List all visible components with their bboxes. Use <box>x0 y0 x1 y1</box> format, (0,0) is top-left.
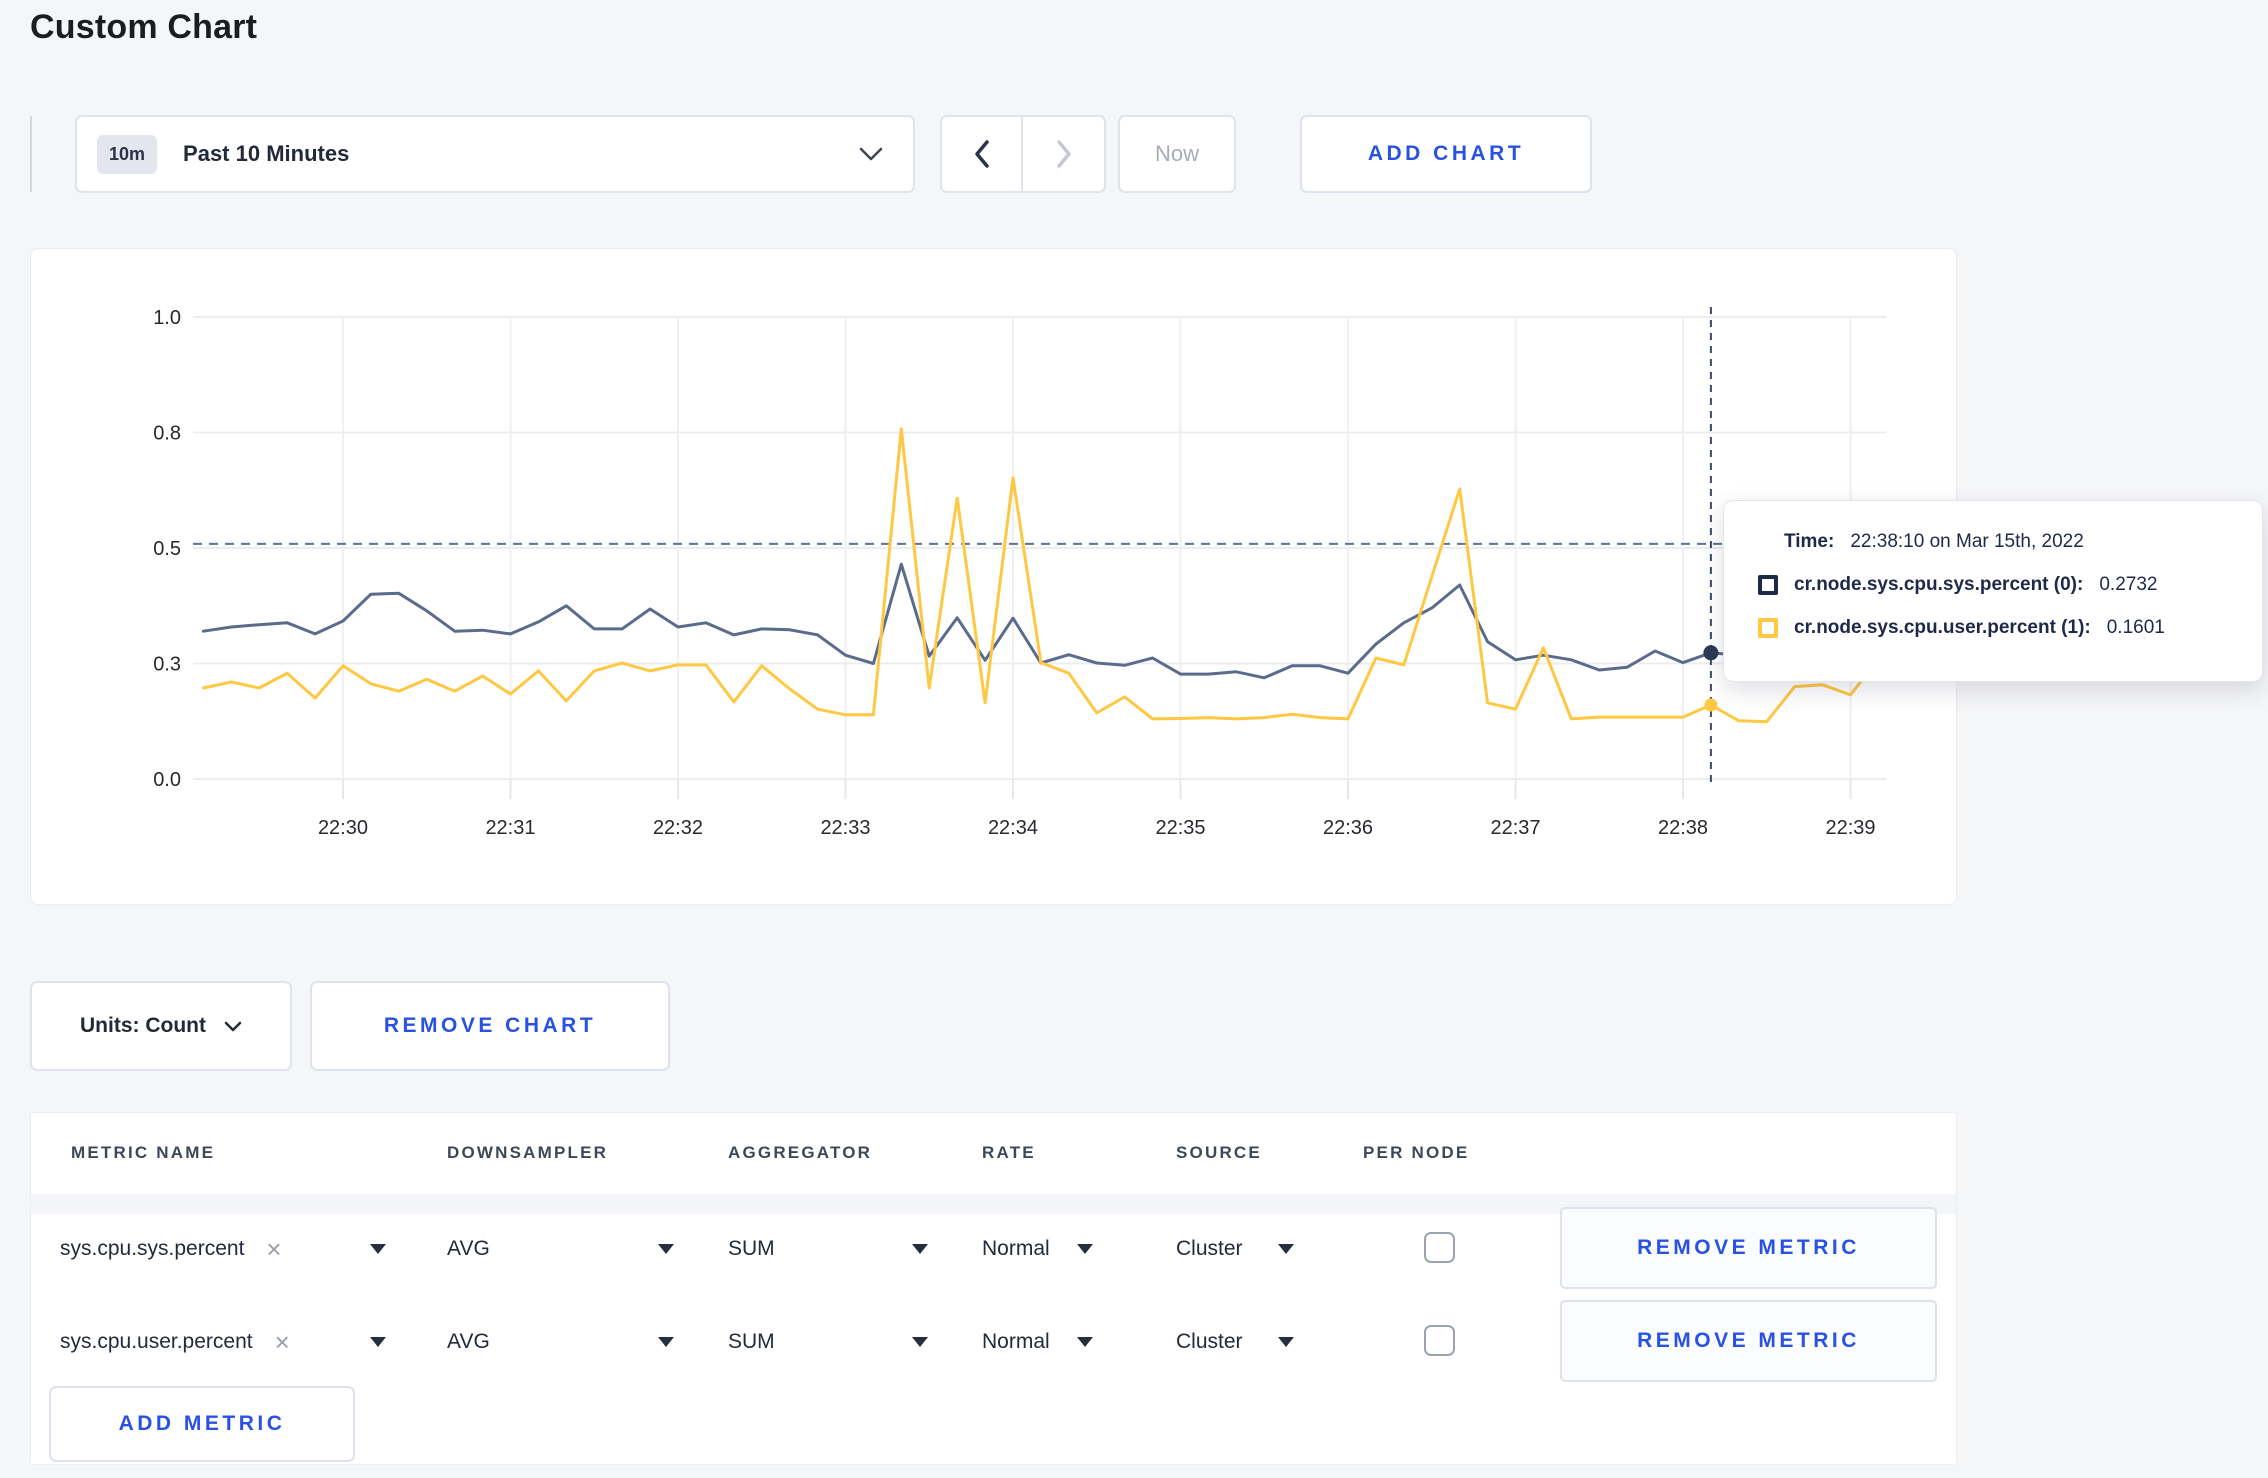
source-caret[interactable] <box>1278 1202 1294 1295</box>
source-caret[interactable] <box>1278 1295 1294 1388</box>
cpu-chart-svg[interactable]: 0.0 0.3 0.5 0.8 1.0 22:30 22:31 22:32 22:33 22:34… <box>31 249 1958 906</box>
series-sys-swatch-icon <box>1758 575 1778 595</box>
caret-down-icon <box>658 1243 674 1254</box>
rate-caret[interactable] <box>1077 1295 1093 1388</box>
time-range-label: Past 10 Minutes <box>183 141 350 166</box>
caret-down-icon <box>1278 1243 1294 1254</box>
units-label: Units: Count <box>80 1014 206 1037</box>
caret-down-icon <box>1278 1336 1294 1347</box>
next-time-button[interactable] <box>1023 117 1104 191</box>
x-tick-label: 22:37 <box>1490 817 1540 839</box>
rate-caret[interactable] <box>1077 1202 1093 1295</box>
remove-chart-button[interactable]: REMOVE CHART <box>310 981 670 1071</box>
rate-select[interactable]: Normal <box>982 1329 1050 1353</box>
aggregator-caret[interactable] <box>912 1202 928 1295</box>
tooltip-series-user-name: cr.node.sys.cpu.user.percent (1): <box>1794 617 2091 638</box>
metric-name-select[interactable]: sys.cpu.sys.percent × <box>60 1233 282 1264</box>
y-tick-label: 0.0 <box>153 769 181 791</box>
chevron-down-icon <box>224 1021 242 1031</box>
chevron-down-icon <box>859 147 883 161</box>
add-metric-button[interactable]: ADD METRIC <box>49 1386 355 1462</box>
x-tick-label: 22:39 <box>1825 817 1875 839</box>
caret-down-icon <box>1077 1336 1093 1347</box>
time-range-dropdown[interactable]: 10m Past 10 Minutes <box>75 115 915 193</box>
x-tick-label: 22:31 <box>485 817 535 839</box>
series-user-swatch-icon <box>1758 618 1778 638</box>
caret-down-icon <box>912 1336 928 1347</box>
downsampler-caret[interactable] <box>658 1202 674 1295</box>
units-dropdown[interactable]: Units: Count <box>30 981 292 1071</box>
metric-name-select[interactable]: sys.cpu.user.percent × <box>60 1326 290 1357</box>
tooltip-series-sys-value: 0.2732 <box>2099 574 2158 595</box>
crosshair-dot-1 <box>1704 698 1718 712</box>
series-line-1 <box>201 427 1880 724</box>
col-header-rate: RATE <box>982 1143 1036 1162</box>
source-select[interactable]: Cluster <box>1176 1236 1243 1260</box>
remove-metric-button[interactable]: REMOVE METRIC <box>1560 1300 1937 1382</box>
rate-select[interactable]: Normal <box>982 1236 1050 1260</box>
time-range-badge: 10m <box>97 134 158 174</box>
aggregator-select[interactable]: SUM <box>728 1236 775 1260</box>
caret-down-icon <box>370 1336 386 1347</box>
metric-name-caret[interactable] <box>370 1295 386 1388</box>
aggregator-select[interactable]: SUM <box>728 1329 775 1353</box>
per-node-checkbox[interactable] <box>1424 1232 1455 1263</box>
col-header-per-node: PER NODE <box>1363 1143 1470 1162</box>
source-select[interactable]: Cluster <box>1176 1329 1243 1353</box>
add-chart-button[interactable]: ADD CHART <box>1300 115 1592 193</box>
remove-metric-button[interactable]: REMOVE METRIC <box>1560 1207 1937 1289</box>
aggregator-caret[interactable] <box>912 1295 928 1388</box>
chart-card: 0.0 0.3 0.5 0.8 1.0 22:30 22:31 22:32 22:33 22:34… <box>30 248 1957 905</box>
downsampler-select[interactable]: AVG <box>447 1236 490 1260</box>
now-button[interactable]: Now <box>1118 115 1236 193</box>
y-tick-label: 0.5 <box>153 538 181 560</box>
downsampler-select[interactable]: AVG <box>447 1329 490 1353</box>
metric-name-caret[interactable] <box>370 1202 386 1295</box>
prev-time-button[interactable] <box>942 117 1023 191</box>
downsampler-caret[interactable] <box>658 1295 674 1388</box>
col-header-downsampler: DOWNSAMPLER <box>447 1143 609 1162</box>
tooltip-time-value: 22:38:10 on Mar 15th, 2022 <box>1850 531 2084 552</box>
x-tick-label: 22:34 <box>988 817 1038 839</box>
chart-tooltip: Time: 22:38:10 on Mar 15th, 2022 cr.node… <box>1723 500 2263 682</box>
caret-down-icon <box>1077 1243 1093 1254</box>
col-header-aggregator: AGGREGATOR <box>728 1143 873 1162</box>
table-header-separator <box>31 1194 1956 1214</box>
time-nav-arrows <box>940 115 1106 193</box>
table-row: sys.cpu.user.percent × AVG SUM Normal Cl… <box>30 1295 1957 1388</box>
col-header-metric-name: METRIC NAME <box>71 1143 216 1162</box>
x-tick-label: 22:36 <box>1323 817 1373 839</box>
tooltip-series-user-value: 0.1601 <box>2106 617 2165 638</box>
x-tick-label: 22:30 <box>318 817 368 839</box>
caret-down-icon <box>912 1243 928 1254</box>
chevron-right-icon <box>1056 140 1071 168</box>
caret-down-icon <box>370 1243 386 1254</box>
chevron-left-icon <box>974 140 989 168</box>
remove-metric-x-icon[interactable]: × <box>274 1326 290 1357</box>
tooltip-time-label: Time: <box>1784 531 1835 552</box>
x-tick-label: 22:33 <box>820 817 870 839</box>
table-row: sys.cpu.sys.percent × AVG SUM Normal Clu… <box>30 1202 1957 1295</box>
x-tick-label: 22:35 <box>1155 817 1205 839</box>
col-header-source: SOURCE <box>1176 1143 1262 1162</box>
per-node-checkbox[interactable] <box>1424 1325 1455 1356</box>
remove-metric-x-icon[interactable]: × <box>266 1233 282 1264</box>
toolbar-left-divider <box>30 116 32 192</box>
crosshair-dot-0 <box>1703 645 1719 661</box>
page-title: Custom Chart <box>30 8 258 46</box>
caret-down-icon <box>658 1336 674 1347</box>
y-tick-label: 0.8 <box>153 423 181 445</box>
x-tick-label: 22:38 <box>1658 817 1708 839</box>
tooltip-series-sys-name: cr.node.sys.cpu.sys.percent (0): <box>1794 574 2084 595</box>
y-tick-label: 1.0 <box>153 307 181 329</box>
y-tick-label: 0.3 <box>153 654 181 676</box>
x-tick-label: 22:32 <box>653 817 703 839</box>
